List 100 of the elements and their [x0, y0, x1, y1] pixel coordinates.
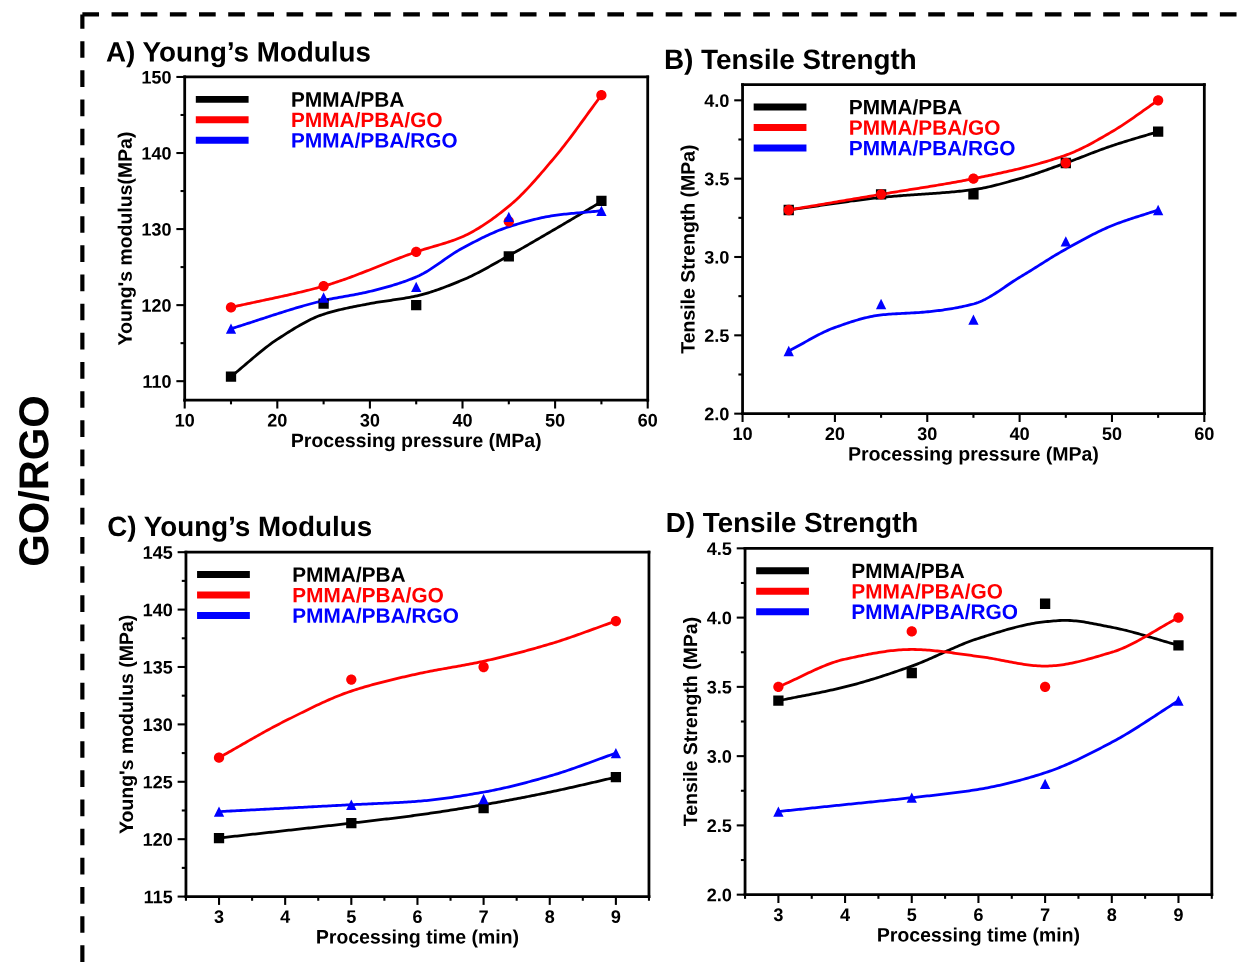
legend-label: PMMA/PBA/GO	[293, 587, 443, 603]
y-tick-label: 4.5	[707, 542, 732, 556]
point	[346, 817, 357, 829]
x-tick-label: 3	[214, 910, 224, 924]
y-tick-label: 140	[142, 146, 171, 160]
legend-label: PMMA/PBA/GO	[292, 112, 442, 128]
point	[503, 251, 514, 262]
chart-title: D) Tensile Strength	[667, 511, 917, 538]
y-tick-label: 120	[143, 833, 173, 846]
point	[968, 314, 979, 325]
x-tick-label: 4	[280, 910, 291, 923]
point	[968, 173, 979, 184]
x-tick-label: 60	[1194, 427, 1214, 441]
y-tick-label: 135	[143, 660, 173, 674]
point	[213, 832, 225, 844]
point	[610, 772, 622, 783]
point	[411, 246, 422, 258]
legend-label: PMMA/PBA/GO	[852, 583, 1003, 599]
x-tick-label: 10	[733, 427, 752, 441]
point	[610, 615, 622, 627]
chart-title: A) Young’s Modulus	[106, 41, 370, 68]
y-axis-title: Tensile Strength (MPa)	[683, 617, 702, 826]
x-tick-label: 60	[638, 413, 658, 427]
x-tick-label: 7	[1040, 908, 1050, 921]
legend-label: PMMA/PBA	[292, 91, 404, 108]
x-tick-label: 9	[1174, 908, 1183, 922]
point	[1039, 598, 1051, 609]
legend-label: PMMA/PBA	[852, 562, 965, 579]
point	[225, 302, 237, 313]
y-axis-title: Tensile Strength (MPa)	[680, 145, 699, 354]
point	[478, 661, 489, 673]
x-axis-title: Processing time (min)	[878, 927, 1080, 946]
y-axis-title: Young's modulus(MPa)	[117, 132, 136, 346]
y-tick-label: 4.0	[704, 94, 729, 108]
point	[1152, 126, 1164, 137]
x-tick-label: 8	[545, 910, 555, 924]
point	[906, 626, 917, 637]
point	[1173, 612, 1184, 623]
legend-label: PMMA/PBA/GO	[850, 119, 1000, 136]
legend-label: PMMA/PBA/RGO	[852, 603, 1018, 620]
point	[968, 189, 979, 200]
point	[346, 674, 357, 685]
point	[1039, 778, 1051, 789]
point	[503, 211, 514, 223]
x-tick-label: 5	[346, 910, 356, 924]
text: GO/RGO	[18, 397, 50, 565]
x-axis-title: Processing pressure (MPa)	[849, 446, 1098, 465]
legend-label: PMMA/PBA/RGO	[293, 607, 458, 624]
point	[610, 747, 622, 759]
x-tick-label: 40	[1009, 427, 1029, 441]
point	[1152, 204, 1164, 216]
x-tick-label: 8	[1107, 908, 1117, 922]
legend-label: PMMA/PBA/RGO	[292, 132, 457, 148]
y-tick-label: 4.0	[707, 611, 732, 625]
y-tick-label: 2.5	[704, 329, 729, 343]
legend-label: PMMA/PBA	[850, 99, 962, 115]
x-tick-label: 5	[907, 908, 917, 922]
point	[773, 681, 784, 693]
y-tick-label: 130	[142, 223, 171, 236]
point	[318, 292, 329, 303]
y-tick-label: 130	[143, 718, 173, 732]
y-tick-label: 3.0	[707, 750, 732, 763]
x-axis-title: Processing time (min)	[317, 929, 519, 948]
point	[875, 298, 887, 310]
point	[478, 793, 489, 805]
y-tick-label: 145	[143, 546, 173, 559]
x-tick-label: 50	[1102, 427, 1122, 441]
point	[773, 695, 784, 706]
x-tick-label: 30	[917, 427, 937, 441]
legend-label: PMMA/PBA/RGO	[850, 140, 1015, 156]
point	[1152, 95, 1164, 106]
y-tick-label: 3.5	[707, 680, 732, 694]
point	[225, 371, 237, 382]
x-tick-label: 50	[545, 413, 565, 427]
point	[596, 205, 607, 216]
x-tick-label: 20	[267, 413, 287, 427]
y-tick-label: 2.5	[707, 819, 732, 833]
x-tick-label: 40	[452, 413, 472, 427]
y-tick-label: 150	[142, 70, 171, 84]
y-tick-label: 3.0	[704, 250, 729, 264]
point	[478, 803, 489, 814]
chart-title: B) Tensile Strength	[665, 48, 915, 75]
point	[596, 195, 607, 207]
y-tick-label: 3.5	[704, 172, 729, 186]
x-tick-label: 30	[360, 413, 380, 427]
point	[1039, 681, 1051, 693]
y-axis-title: Young's modulus (MPa)	[118, 615, 138, 834]
legend-label: PMMA/PBA	[293, 566, 406, 583]
x-tick-label: 9	[611, 910, 621, 924]
y-tick-label: 115	[144, 890, 173, 904]
point	[318, 280, 329, 292]
point	[906, 792, 917, 803]
point	[411, 299, 422, 311]
point	[225, 323, 237, 334]
point	[1173, 640, 1184, 651]
x-tick-label: 6	[413, 910, 422, 924]
point	[213, 752, 225, 763]
y-tick-label: 120	[142, 299, 171, 312]
x-tick-label: 10	[175, 413, 195, 427]
x-tick-label: 4	[840, 908, 850, 921]
